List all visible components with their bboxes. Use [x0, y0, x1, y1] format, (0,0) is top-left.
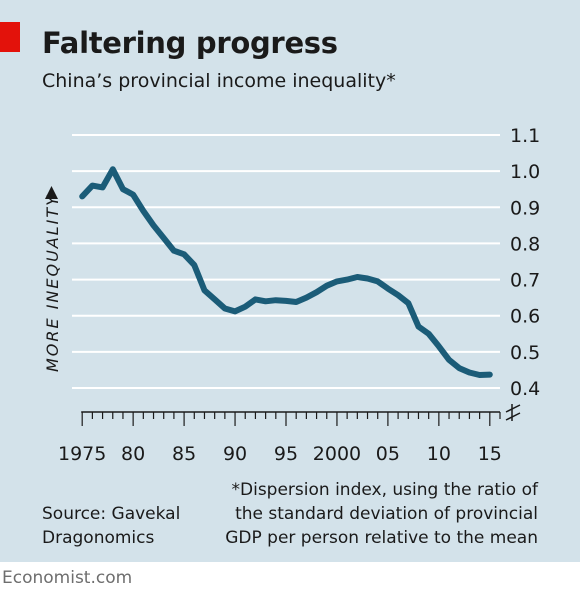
y-tick-label-0.5: 0.5 — [510, 342, 540, 364]
x-tick-label-15: 15 — [478, 443, 502, 465]
x-axis — [81, 411, 501, 426]
y-tick-label-0.6: 0.6 — [510, 306, 540, 328]
y-tick-label-0.7: 0.7 — [510, 270, 540, 292]
footnote: *Dispersion index, using the ratio of th… — [225, 480, 538, 548]
y-tick-label-0.4: 0.4 — [510, 378, 540, 400]
axis-break-stroke-2 — [505, 412, 521, 421]
y-tick-label-1.1: 1.1 — [510, 125, 540, 147]
x-tick-label-1975: 1975 — [58, 443, 106, 465]
axis-break-icon — [505, 404, 521, 421]
x-tick-label-2000: 2000 — [313, 443, 361, 465]
x-tick-label-85: 85 — [172, 443, 196, 465]
red-tag — [0, 22, 20, 52]
chart-title: Faltering progress — [42, 26, 338, 60]
arrow-up-icon — [45, 186, 58, 199]
chart-panel — [0, 0, 580, 562]
axis-break-stroke-1 — [505, 404, 521, 413]
y-tick-label-1.0: 1.0 — [510, 161, 540, 183]
x-tick-label-90: 90 — [223, 443, 247, 465]
y-tick-labels: 0.4 0.5 0.6 0.7 0.8 0.9 1.0 1.1 — [510, 125, 540, 400]
y-axis-label-text: MORE INEQUALITY — [43, 194, 62, 372]
x-tick-label-95: 95 — [274, 443, 298, 465]
y-axis-label: MORE INEQUALITY — [43, 186, 62, 372]
y-tick-label-0.8: 0.8 — [510, 233, 540, 255]
x-tick-label-05: 05 — [376, 443, 400, 465]
source-note: Source: Gavekal Dragonomics — [42, 504, 181, 548]
chart-area: 0.4 0.5 0.6 0.7 0.8 0.9 1.0 1.1 1975 80 85 90 95 200… — [43, 125, 540, 465]
y-tick-label-0.9: 0.9 — [510, 197, 540, 219]
series-line-inequality-index — [79, 166, 493, 378]
gridlines — [72, 134, 500, 389]
economist-brand: Economist.com — [2, 568, 133, 588]
x-tick-label-80: 80 — [121, 443, 145, 465]
chart-subtitle: China’s provincial income inequality* — [42, 70, 396, 92]
x-tick-label-10: 10 — [427, 443, 451, 465]
x-tick-labels: 1975 80 85 90 95 2000 05 10 15 — [58, 443, 502, 465]
